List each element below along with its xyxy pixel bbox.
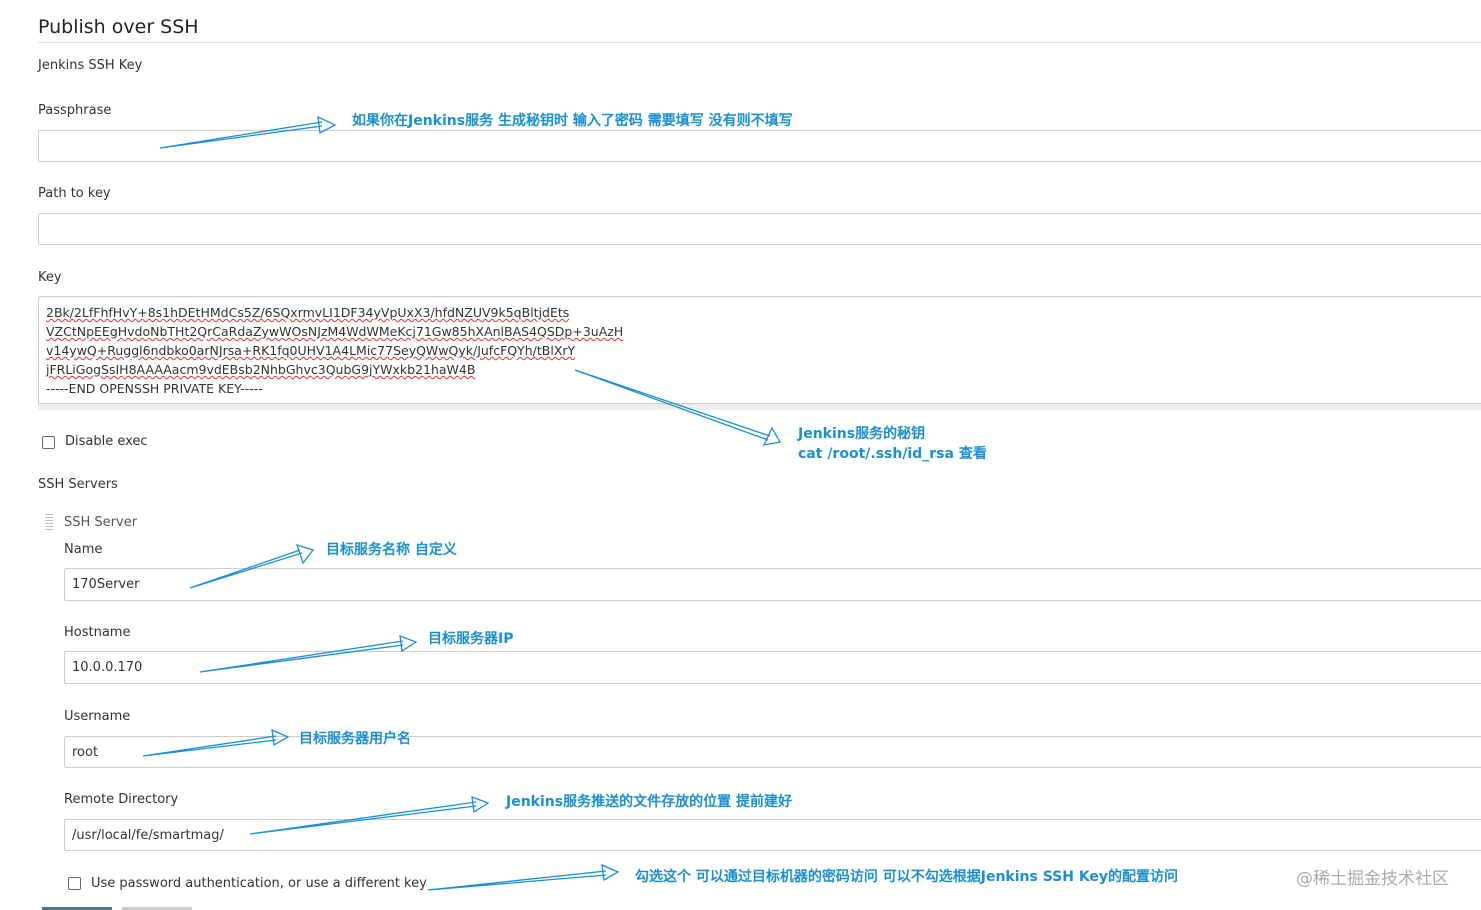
annotation: 目标服务名称 自定义 xyxy=(326,542,457,558)
section-title: Publish over SSH xyxy=(38,16,199,38)
label: Key xyxy=(38,270,62,285)
heading: Jenkins SSH Key xyxy=(38,58,143,73)
key-line: jFRLiGogSsIH8AAAAacm9vdEBsb2NhbGhvc3QubG… xyxy=(46,362,476,377)
resize-bar[interactable] xyxy=(38,403,1481,410)
key-line: v14ywQ+Ruggl6ndbko0arNJrsa+RK1fq0UHV1A4L… xyxy=(46,343,576,358)
heading: SSH Servers xyxy=(38,477,118,492)
annotation: Jenkins服务的秘钥 xyxy=(798,426,926,442)
label: Name xyxy=(64,542,103,557)
label: Path to key xyxy=(38,186,111,201)
button[interactable] xyxy=(42,907,112,910)
checkbox[interactable] xyxy=(68,877,81,890)
heading: SSH Server xyxy=(64,515,138,530)
button[interactable] xyxy=(122,907,192,910)
key-line: 2Bk/2LfFhfHvY+8s1hDEtHMdCs5Z/6SQxrmvLI1D… xyxy=(46,305,570,320)
drag-handle[interactable] xyxy=(45,514,53,532)
annotation: Jenkins服务推送的文件存放的位置 提前建好 xyxy=(506,794,792,810)
label: Username xyxy=(64,709,131,724)
annotation: 勾选这个 可以通过目标机器的密码访问 可以不勾选根据Jenkins SSH Ke… xyxy=(635,869,1179,885)
watermark: @稀土掘金技术社区 xyxy=(1296,869,1449,889)
key-line: -----END OPENSSH PRIVATE KEY----- xyxy=(46,381,263,396)
key-textarea[interactable]: 2Bk/2LfFhfHvY+8s1hDEtHMdCs5Z/6SQxrmvLI1D… xyxy=(38,296,1481,409)
remote-dir-input[interactable]: /usr/local/fe/smartmag/ xyxy=(64,819,1481,851)
path-input[interactable] xyxy=(38,213,1481,245)
name-input[interactable]: 170Server xyxy=(64,568,1481,601)
label: Remote Directory xyxy=(64,792,179,807)
annotation: 如果你在Jenkins服务 生成秘钥时 输入了密码 需要填写 没有则不填写 xyxy=(352,113,793,129)
annotation: 目标服务器IP xyxy=(428,631,514,647)
label: Passphrase xyxy=(38,103,112,118)
checkbox[interactable] xyxy=(42,436,55,449)
username-input[interactable]: root xyxy=(64,736,1481,768)
annotation: cat /root/.ssh/id_rsa 查看 xyxy=(798,446,987,462)
divider xyxy=(38,42,1481,43)
label: Hostname xyxy=(64,625,131,640)
checkbox-label: Use password authentication, or use a di… xyxy=(91,876,427,891)
annotation: 目标服务器用户名 xyxy=(299,731,411,747)
passphrase-input[interactable] xyxy=(38,130,1481,162)
key-line: VZCtNpEEgHvdoNbTHt2QrCaRdaZywWOsNJzM4WdW… xyxy=(46,324,624,339)
checkbox-label: Disable exec xyxy=(65,434,148,449)
